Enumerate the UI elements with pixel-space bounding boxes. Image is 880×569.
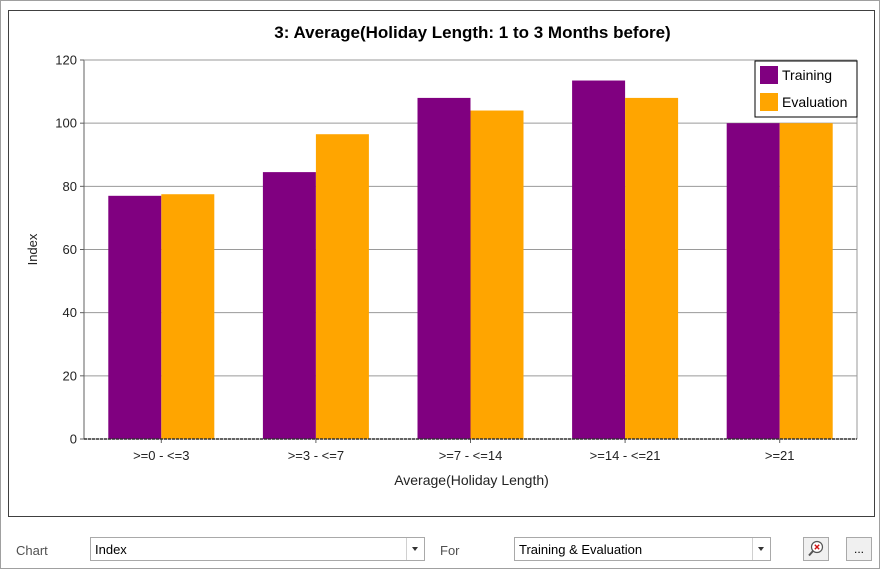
zoom-clear-icon: [808, 540, 824, 557]
chart-selector-label: Chart: [16, 543, 48, 558]
y-tick-label: 120: [55, 53, 77, 68]
y-tick-label: 40: [63, 305, 77, 320]
y-tick-label: 0: [70, 432, 77, 447]
x-tick-label: >=0 - <=3: [133, 448, 189, 463]
chart-title: 3: Average(Holiday Length: 1 to 3 Months…: [274, 23, 670, 42]
for-selector-label: For: [440, 543, 460, 558]
chart-area: 3: Average(Holiday Length: 1 to 3 Months…: [8, 10, 875, 517]
legend-swatch-training: [760, 66, 778, 84]
bar-chart: 3: Average(Holiday Length: 1 to 3 Months…: [25, 23, 858, 488]
bar-training: [262, 172, 316, 439]
chart-controls: Chart Index For Training & Evaluation ..…: [1, 531, 880, 567]
bar-evaluation: [161, 194, 215, 439]
more-options-button[interactable]: ...: [846, 537, 872, 561]
bar-evaluation: [625, 97, 679, 440]
more-options-label: ...: [853, 542, 864, 556]
chart-selector-value: Index: [95, 542, 127, 557]
y-tick-label: 80: [63, 179, 77, 194]
bar-training: [572, 80, 626, 439]
legend-label-training: Training: [782, 67, 832, 83]
chart-selector[interactable]: Index: [90, 537, 425, 561]
legend-swatch-evaluation: [760, 93, 778, 111]
x-tick-label: >=3 - <=7: [288, 448, 344, 463]
x-axis-label: Average(Holiday Length): [394, 472, 549, 488]
bar-training: [108, 195, 162, 439]
bar-training: [417, 97, 471, 440]
legend-label-evaluation: Evaluation: [782, 94, 847, 110]
for-selector[interactable]: Training & Evaluation: [514, 537, 771, 561]
x-tick-label: >=7 - <=14: [439, 448, 503, 463]
y-axis-label: Index: [25, 233, 40, 265]
x-tick-label: >=14 - <=21: [590, 448, 661, 463]
bar-evaluation: [779, 123, 833, 440]
y-tick-label: 60: [63, 242, 77, 257]
y-tick-label: 20: [63, 368, 77, 383]
y-tick-label: 100: [55, 116, 77, 131]
zoom-clear-button[interactable]: [803, 537, 829, 561]
bar-evaluation: [470, 110, 524, 440]
chevron-down-icon[interactable]: [752, 538, 770, 560]
bar-evaluation: [315, 134, 369, 439]
x-tick-label: >=21: [765, 448, 795, 463]
for-selector-value: Training & Evaluation: [519, 542, 643, 557]
bar-training: [726, 123, 780, 440]
chevron-down-icon[interactable]: [406, 538, 424, 560]
